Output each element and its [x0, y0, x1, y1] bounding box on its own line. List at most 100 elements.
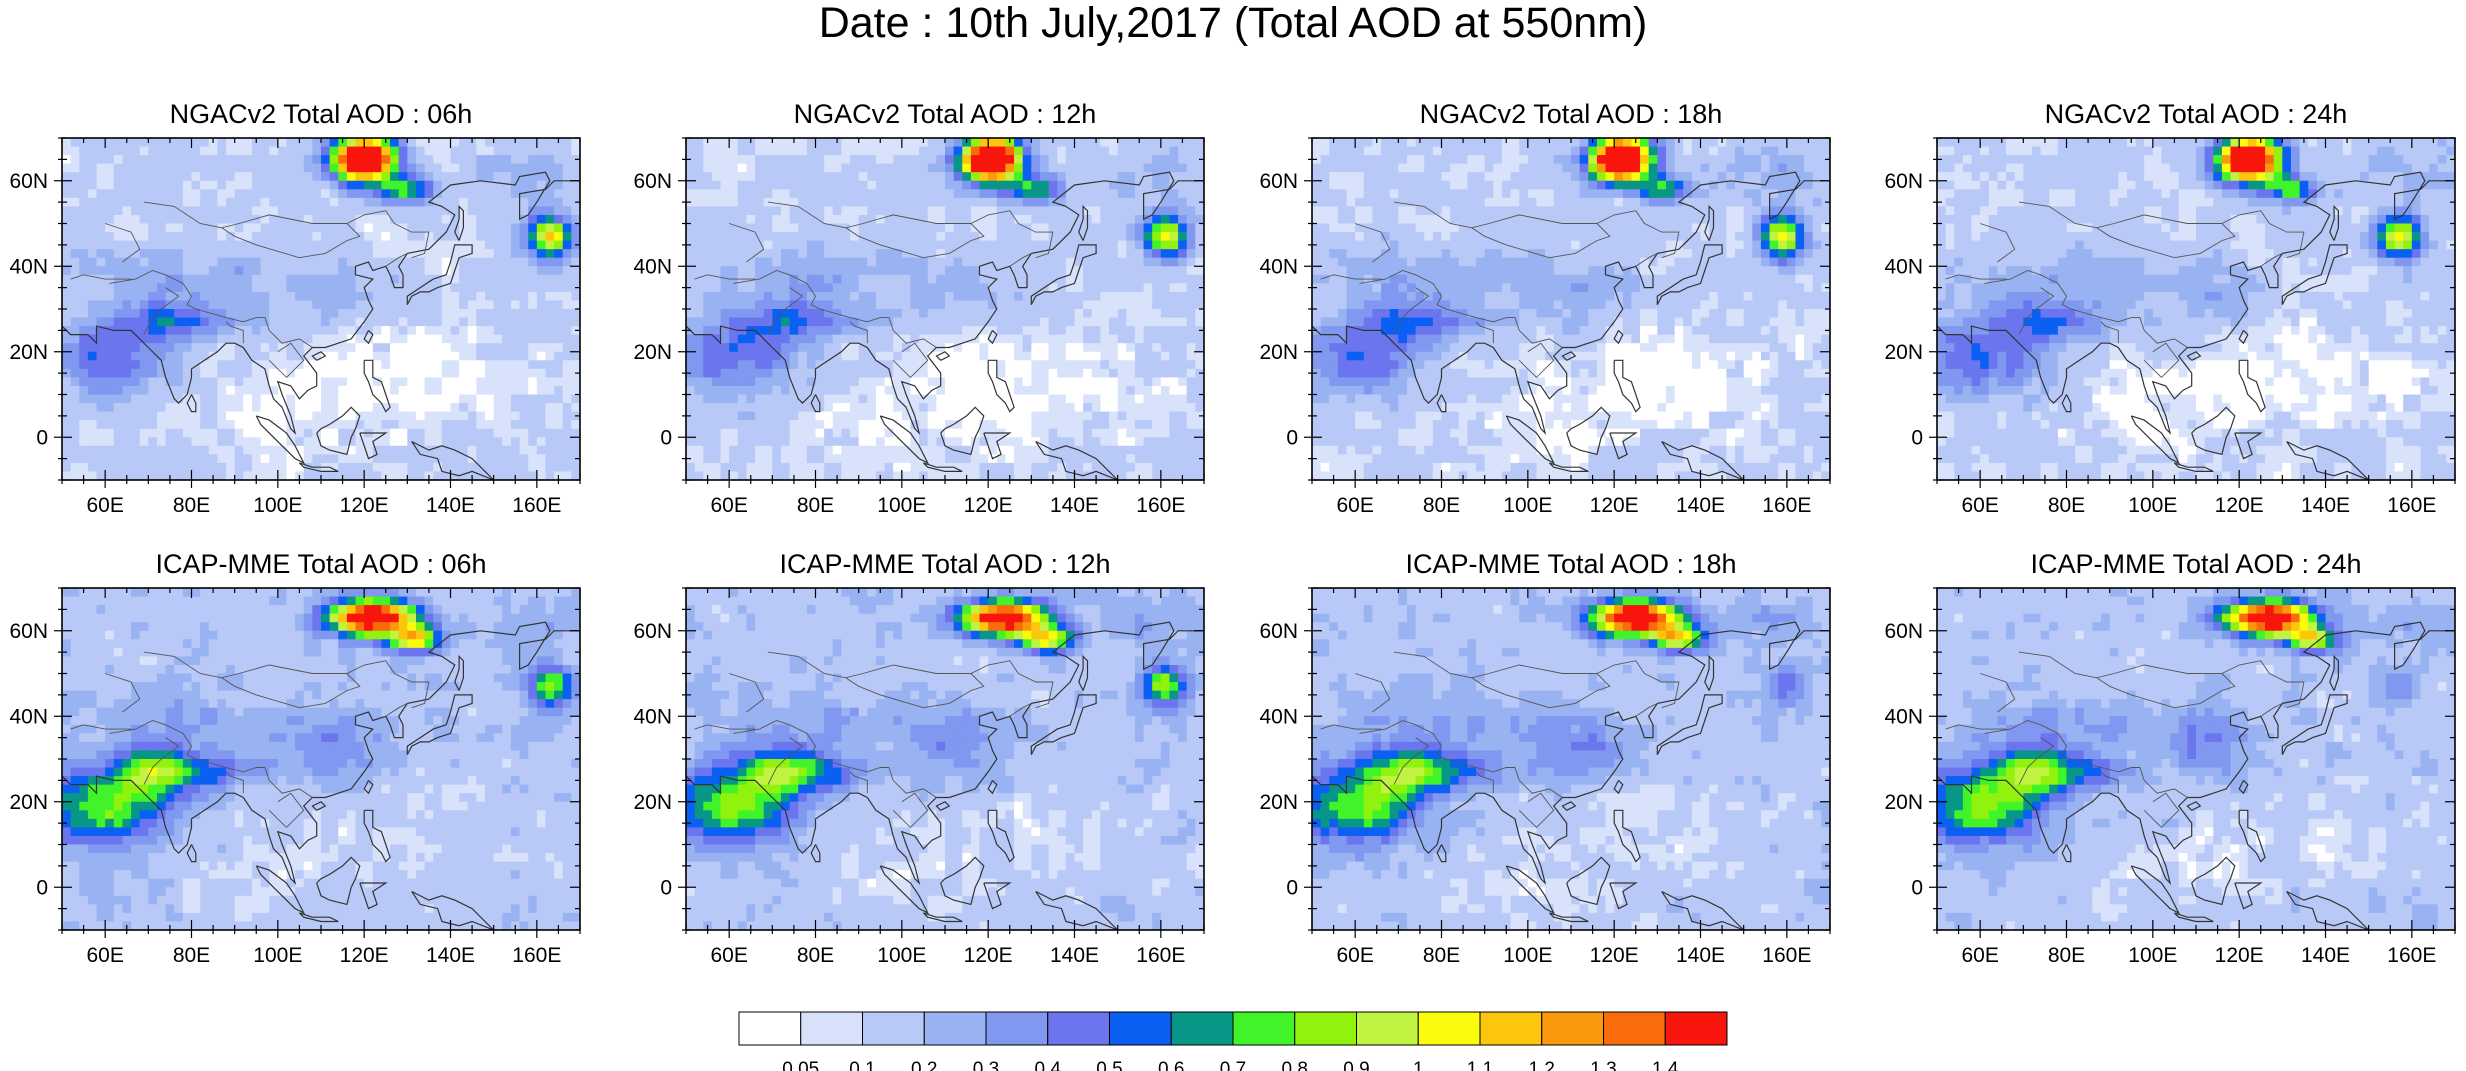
- lat-tick-label: 20N: [633, 791, 672, 814]
- lon-tick-label: 60E: [710, 944, 747, 967]
- lat-tick-label: 60N: [1884, 620, 1923, 643]
- colorbar-swatch: [985, 1011, 1049, 1046]
- map-panel: ICAP-MME Total AOD : 18h 60E 80E 100E 120E 14…: [1259, 549, 1831, 967]
- lon-tick-label: 100E: [877, 944, 926, 967]
- colorbar-swatch: [1294, 1011, 1357, 1046]
- lat-tick-label: 40N: [9, 705, 48, 728]
- lon-tick-label: 160E: [1762, 944, 1811, 967]
- colorbar-swatch: [1417, 1011, 1481, 1046]
- lon-tick-label: 160E: [2387, 494, 2436, 517]
- lat-tick-label: 40N: [633, 705, 672, 728]
- lat-tick-label: 60N: [1884, 170, 1923, 193]
- panel-title: NGACv2 Total AOD : 12h: [794, 99, 1097, 129]
- colorbar-label: 1.3: [1590, 1059, 1616, 1071]
- lon-tick-label: 120E: [1590, 494, 1639, 517]
- aod-field: [1312, 588, 1830, 930]
- colorbar-swatch: [923, 1011, 987, 1046]
- colorbar-swatch: [1664, 1011, 1728, 1046]
- colorbar-label: 1.2: [1529, 1059, 1555, 1071]
- colorbar-label: 0.7: [1220, 1059, 1246, 1071]
- colorbar-swatch: [862, 1011, 925, 1046]
- lat-tick-label: 40N: [633, 255, 672, 278]
- country-borders: [1320, 201, 1680, 379]
- lon-tick-label: 100E: [1503, 944, 1552, 967]
- lon-tick-label: 160E: [2387, 944, 2436, 967]
- lat-tick-label: 0: [1911, 426, 1923, 449]
- colorbar-swatch: [1109, 1011, 1172, 1046]
- axis-ticks: [54, 587, 581, 938]
- colorbar-swatch: [1170, 1011, 1234, 1046]
- lon-tick-label: 60E: [86, 944, 123, 967]
- axis-ticks: [678, 587, 1205, 938]
- lon-tick-label: 140E: [426, 494, 475, 517]
- axis-ticks: [678, 137, 1205, 488]
- lon-tick-label: 100E: [877, 494, 926, 517]
- lon-tick-label: 100E: [2128, 494, 2177, 517]
- lon-tick-label: 160E: [512, 494, 561, 517]
- lon-tick-label: 120E: [1590, 944, 1639, 967]
- lon-tick-label: 100E: [2128, 944, 2177, 967]
- country-borders: [1945, 651, 2305, 829]
- lat-tick-label: 40N: [1884, 705, 1923, 728]
- lon-tick-label: 80E: [2048, 944, 2085, 967]
- map-panel: ICAP-MME Total AOD : 12h 60E 80E 100E 120E 14…: [633, 549, 1205, 967]
- lat-tick-label: 0: [1286, 876, 1298, 899]
- lon-tick-label: 140E: [1676, 494, 1725, 517]
- axis-ticks: [54, 137, 581, 488]
- lat-tick-label: 20N: [633, 341, 672, 364]
- lon-tick-label: 160E: [1136, 494, 1185, 517]
- lon-tick-label: 80E: [173, 944, 210, 967]
- lat-tick-label: 60N: [633, 620, 672, 643]
- colorbar-label: 0.9: [1343, 1059, 1369, 1071]
- lon-tick-label: 100E: [1503, 494, 1552, 517]
- lon-tick-label: 120E: [340, 944, 389, 967]
- lon-tick-label: 140E: [1676, 944, 1725, 967]
- colorbar-label: 0.3: [973, 1059, 999, 1071]
- panel-title: ICAP-MME Total AOD : 12h: [779, 549, 1110, 579]
- lon-tick-label: 160E: [512, 944, 561, 967]
- panel-title: NGACv2 Total AOD : 18h: [1420, 99, 1723, 129]
- colorbar-label: 0.1: [849, 1059, 875, 1071]
- lat-tick-label: 40N: [1884, 255, 1923, 278]
- colorbar-label: 1.4: [1652, 1059, 1679, 1071]
- colorbar-swatch: [1047, 1011, 1110, 1046]
- lon-tick-label: 140E: [1050, 944, 1099, 967]
- colorbar-label: 0.05: [782, 1059, 819, 1071]
- colorbar-label: 0.8: [1282, 1059, 1308, 1071]
- lat-tick-label: 0: [1286, 426, 1298, 449]
- lat-tick-label: 40N: [1259, 705, 1298, 728]
- country-borders: [70, 651, 430, 829]
- lon-tick-label: 80E: [1423, 494, 1460, 517]
- country-borders: [1945, 201, 2305, 379]
- panel-title: NGACv2 Total AOD : 24h: [2045, 99, 2348, 129]
- colorbar-swatch: [800, 1011, 863, 1046]
- lat-tick-label: 20N: [9, 791, 48, 814]
- lat-tick-label: 20N: [9, 341, 48, 364]
- lat-tick-label: 20N: [1884, 341, 1923, 364]
- lon-tick-label: 100E: [253, 494, 302, 517]
- axis-ticks: [1929, 587, 2456, 938]
- panel-title: NGACv2 Total AOD : 06h: [170, 99, 473, 129]
- lat-tick-label: 20N: [1259, 341, 1298, 364]
- map-panel: NGACv2 Total AOD : 06h 60E 80E 100E 120E 140E…: [9, 99, 581, 517]
- figure-title: Date : 10th July,2017 (Total AOD at 550n…: [0, 0, 2466, 46]
- aod-field: [62, 138, 580, 480]
- lon-tick-label: 60E: [1961, 944, 1998, 967]
- lon-tick-label: 80E: [2048, 494, 2085, 517]
- lat-tick-label: 0: [660, 876, 672, 899]
- panel-title: ICAP-MME Total AOD : 24h: [2030, 549, 2361, 579]
- aod-field: [686, 588, 1204, 930]
- lat-tick-label: 20N: [1259, 791, 1298, 814]
- lon-tick-label: 60E: [86, 494, 123, 517]
- axis-ticks: [1929, 137, 2456, 488]
- lon-tick-label: 140E: [2301, 494, 2350, 517]
- lon-tick-label: 140E: [2301, 944, 2350, 967]
- aod-field: [686, 138, 1204, 480]
- lon-tick-label: 80E: [797, 944, 834, 967]
- lon-tick-label: 160E: [1136, 944, 1185, 967]
- colorbar-label: 0.2: [911, 1059, 937, 1071]
- lon-tick-label: 80E: [173, 494, 210, 517]
- axis-ticks: [1304, 137, 1831, 488]
- lon-tick-label: 120E: [964, 944, 1013, 967]
